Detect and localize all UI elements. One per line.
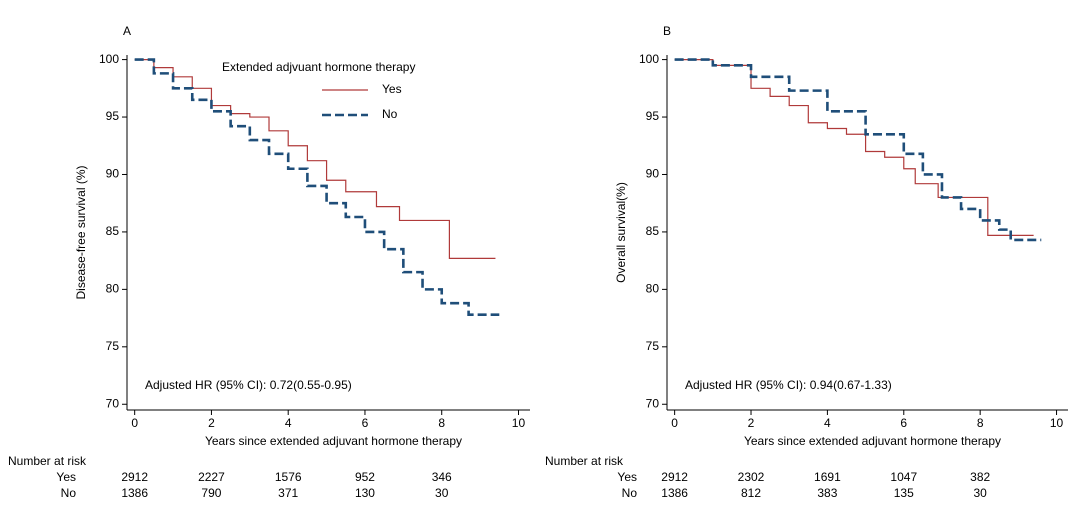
x-tick-label: 2	[748, 416, 755, 430]
y-axis-label: Overall survival(%)	[614, 182, 628, 283]
legend-title: Extended adjvuant hormone therapy	[222, 60, 415, 74]
risk-count: 812	[741, 486, 761, 500]
x-tick-label: 8	[977, 416, 984, 430]
y-tick-label: 90	[106, 167, 120, 181]
risk-count: 1047	[890, 470, 917, 484]
legend-label: No	[382, 107, 398, 121]
risk-row-label: Yes	[617, 470, 637, 484]
risk-table-title: Number at risk	[8, 454, 87, 468]
x-tick-label: 6	[900, 416, 907, 430]
risk-count: 2302	[738, 470, 765, 484]
x-tick-label: 10	[512, 416, 526, 430]
x-tick-label: 4	[824, 416, 831, 430]
risk-count: 30	[973, 486, 987, 500]
panel-title: A	[123, 24, 131, 38]
x-axis-label: Years since extended adjuvant hormone th…	[744, 434, 1001, 448]
survival-curve	[134, 58, 500, 316]
annotation: Adjusted HR (95% CI): 0.94(0.67-1.33)	[685, 378, 892, 392]
risk-table-title: Number at risk	[545, 454, 624, 468]
y-tick-label: 100	[99, 52, 119, 66]
risk-count: 1691	[814, 470, 841, 484]
risk-row-label: No	[61, 486, 77, 500]
risk-count: 2912	[121, 470, 148, 484]
risk-row-label: Yes	[56, 470, 76, 484]
y-tick-label: 80	[106, 282, 120, 296]
y-tick-label: 70	[646, 396, 660, 410]
y-tick-label: 80	[646, 282, 660, 296]
x-tick-label: 6	[362, 416, 369, 430]
risk-count: 952	[355, 470, 375, 484]
risk-count: 30	[435, 486, 449, 500]
x-tick-label: 2	[208, 416, 215, 430]
survival-curve	[674, 58, 1034, 236]
x-axis-label: Years since extended adjuvant hormone th…	[205, 434, 462, 448]
risk-row-label: No	[622, 486, 638, 500]
risk-count: 790	[201, 486, 221, 500]
risk-count: 1576	[275, 470, 302, 484]
x-tick-label: 0	[131, 416, 138, 430]
risk-count: 130	[355, 486, 375, 500]
y-tick-label: 100	[639, 52, 659, 66]
y-axis-label: Disease-free survival (%)	[74, 165, 88, 299]
x-tick-label: 8	[438, 416, 445, 430]
panel-title: B	[663, 24, 671, 38]
x-tick-label: 10	[1050, 416, 1064, 430]
risk-count: 1386	[121, 486, 148, 500]
risk-count: 2227	[198, 470, 225, 484]
x-tick-label: 0	[671, 416, 678, 430]
y-tick-label: 95	[106, 109, 120, 123]
risk-count: 371	[278, 486, 298, 500]
y-tick-label: 70	[106, 396, 120, 410]
y-tick-label: 90	[646, 167, 660, 181]
risk-count: 383	[817, 486, 837, 500]
risk-count: 346	[432, 470, 452, 484]
risk-count: 2912	[661, 470, 688, 484]
risk-count: 135	[894, 486, 914, 500]
risk-count: 1386	[661, 486, 688, 500]
x-tick-label: 4	[285, 416, 292, 430]
y-tick-label: 75	[646, 339, 660, 353]
y-tick-label: 85	[106, 224, 120, 238]
risk-count: 382	[970, 470, 990, 484]
y-tick-label: 95	[646, 109, 660, 123]
survival-curve	[674, 58, 1042, 242]
y-tick-label: 75	[106, 339, 120, 353]
legend-label: Yes	[382, 82, 402, 96]
y-tick-label: 85	[646, 224, 660, 238]
survival-curve	[134, 58, 496, 259]
annotation: Adjusted HR (95% CI): 0.72(0.55-0.95)	[145, 378, 352, 392]
